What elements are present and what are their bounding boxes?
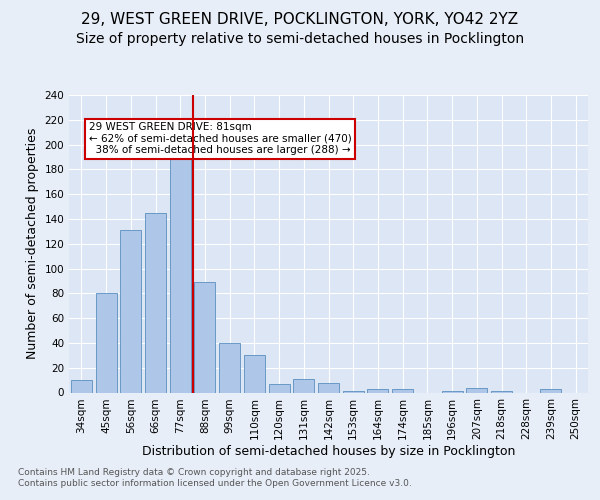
- Text: Size of property relative to semi-detached houses in Pocklington: Size of property relative to semi-detach…: [76, 32, 524, 46]
- Bar: [318, 382, 339, 392]
- Bar: [95, 294, 116, 392]
- Bar: [170, 142, 191, 393]
- Bar: [71, 380, 92, 392]
- Bar: [392, 389, 413, 392]
- Bar: [293, 379, 314, 392]
- Bar: [219, 343, 240, 392]
- Text: 29, WEST GREEN DRIVE, POCKLINGTON, YORK, YO42 2YZ: 29, WEST GREEN DRIVE, POCKLINGTON, YORK,…: [82, 12, 518, 28]
- Y-axis label: Number of semi-detached properties: Number of semi-detached properties: [26, 128, 39, 360]
- Bar: [541, 389, 562, 392]
- Bar: [194, 282, 215, 393]
- X-axis label: Distribution of semi-detached houses by size in Pocklington: Distribution of semi-detached houses by …: [142, 445, 515, 458]
- Bar: [269, 384, 290, 392]
- Bar: [244, 356, 265, 393]
- Text: 29 WEST GREEN DRIVE: 81sqm
← 62% of semi-detached houses are smaller (470)
  38%: 29 WEST GREEN DRIVE: 81sqm ← 62% of semi…: [89, 122, 352, 156]
- Text: Contains HM Land Registry data © Crown copyright and database right 2025.
Contai: Contains HM Land Registry data © Crown c…: [18, 468, 412, 487]
- Bar: [120, 230, 141, 392]
- Bar: [466, 388, 487, 392]
- Bar: [145, 213, 166, 392]
- Bar: [367, 389, 388, 392]
